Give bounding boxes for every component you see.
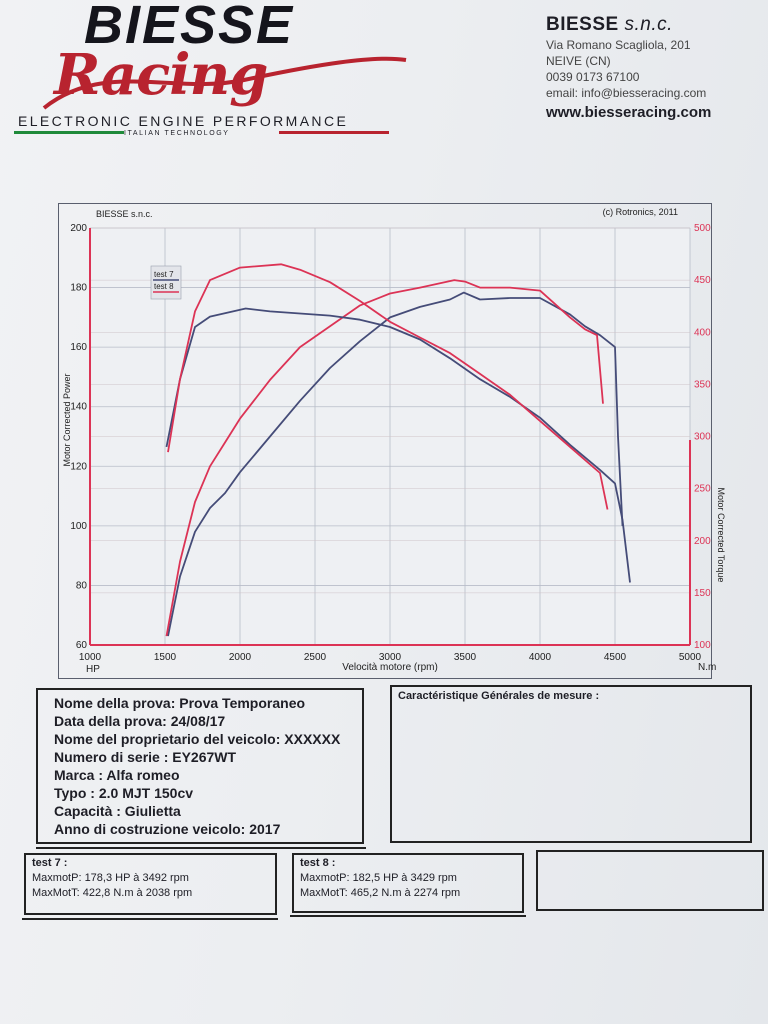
company-name-text: BIESSE — [546, 14, 619, 35]
legend-label: test 8 — [154, 282, 174, 291]
racing-swoosh-graphic — [14, 56, 407, 134]
y-right-tick-label: 400 — [694, 327, 711, 338]
company-website[interactable]: www.biesseracing.com — [546, 104, 712, 121]
info-row-serial: Numero di serie : EY267WT — [54, 749, 237, 765]
y-right-tick-label: 100 — [694, 640, 711, 651]
test-8-title: test 8 : — [300, 857, 336, 869]
brand-subtagline: ITALIAN TECHNOLOGY — [124, 130, 230, 137]
y-right-axis-title: Motor Corrected Torque — [716, 488, 726, 583]
characteristics-box: Caractéristique Générales de mesure : — [390, 685, 752, 843]
info-row-owner: Nome del proprietario del veicolo: XXXXX… — [54, 731, 341, 747]
x-tick-label: 1000 — [79, 652, 102, 663]
y-left-tick-label: 180 — [70, 283, 87, 294]
test-8-summary: test 8 : MaxmotP: 182,5 HP à 3429 rpm Ma… — [292, 853, 524, 913]
company-name: BIESSE s.n.c. — [546, 14, 756, 36]
chart-header-left: BIESSE s.n.c. — [96, 209, 153, 219]
y-left-tick-label: 160 — [70, 342, 87, 353]
info-box-underline — [36, 847, 366, 849]
y-right-tick-label: 500 — [694, 223, 711, 234]
dyno-chart: BIESSE s.n.c. (c) Rotronics, 2011 1000 1500… — [62, 207, 726, 675]
right-unit-label: N.m — [698, 662, 716, 673]
x-tick-label: 2500 — [304, 652, 327, 663]
test-8-max-torque: MaxMotT: 465,2 N.m à 2274 rpm — [300, 887, 461, 899]
biesse-racing-logo: BIESSE Racing ELECTRONIC ENGINE PERFORMA… — [14, 0, 414, 140]
series-line-test-8-power — [165, 279, 604, 637]
y-right-tick-label: 350 — [694, 379, 711, 390]
test-7-underline — [22, 918, 278, 920]
info-row-test-name: Nome della prova: Prova Temporaneo — [54, 695, 306, 711]
x-tick-label: 4000 — [529, 652, 552, 663]
y-right-tick-label: 450 — [694, 275, 711, 286]
chart-header-right: (c) Rotronics, 2011 — [603, 207, 678, 217]
info-row-type: Typo : 2.0 MJT 150cv — [54, 785, 194, 801]
x-tick-label: 3500 — [454, 652, 477, 663]
company-email[interactable]: email: info@biesseracing.com — [546, 86, 707, 100]
legend-box — [150, 265, 182, 300]
y-left-tick-label: 140 — [70, 402, 87, 413]
series-line-test-8-torque — [167, 263, 609, 510]
left-unit-label: HP — [86, 664, 100, 675]
y-left-tick-label: 200 — [70, 223, 87, 234]
x-tick-label: 1500 — [154, 652, 177, 663]
test-8-underline — [290, 915, 526, 917]
y-right-tick-label: 250 — [694, 484, 711, 495]
company-suffix: s.n.c. — [624, 14, 673, 35]
y-right-tick-label: 150 — [694, 588, 711, 599]
y-left-tick-label: 80 — [76, 580, 88, 591]
y-right-tick-label: 200 — [694, 536, 711, 547]
y-left-tick-label: 60 — [76, 640, 88, 651]
test-7-max-power: MaxmotP: 178,3 HP à 3492 rpm — [32, 872, 189, 884]
y-left-axis-title: Motor Corrected Power — [62, 373, 72, 466]
test-8-max-power: MaxmotP: 182,5 HP à 3429 rpm — [300, 872, 457, 884]
company-city: NEIVE (CN) — [546, 54, 611, 68]
test-7-title: test 7 : — [32, 857, 68, 869]
series-line-test-7-power — [167, 291, 624, 637]
x-tick-label: 2000 — [229, 652, 252, 663]
empty-test-box — [536, 850, 764, 911]
vehicle-info-box: Nome della prova: Prova Temporaneo Data … — [36, 688, 364, 844]
brand-tagline: ELECTRONIC ENGINE PERFORMANCE — [18, 113, 349, 129]
x-tick-label: 3000 — [379, 652, 402, 663]
y-right-tick-label: 300 — [694, 432, 711, 443]
x-axis-title: Velocità motore (rpm) — [342, 662, 438, 673]
brand-script: Racing — [54, 42, 268, 108]
company-phone: 0039 0173 67100 — [546, 70, 640, 84]
test-7-summary: test 7 : MaxmotP: 178,3 HP à 3492 rpm Ma… — [24, 853, 277, 915]
test-7-max-torque: MaxMotT: 422,8 N.m à 2038 rpm — [32, 887, 193, 899]
characteristics-title: Caractéristique Générales de mesure : — [398, 690, 600, 702]
x-tick-label: 5000 — [679, 652, 702, 663]
x-tick-label: 4500 — [604, 652, 627, 663]
company-address: Via Romano Scagliola, 201 — [546, 38, 691, 52]
brand-title: BIESSE — [84, 0, 295, 55]
legend-label: test 7 — [154, 270, 174, 279]
company-block: BIESSE s.n.c. Via Romano Scagliola, 201 … — [546, 14, 756, 121]
series-line-test-7-torque — [165, 307, 631, 583]
y-left-tick-label: 100 — [70, 521, 87, 532]
info-row-test-date: Data della prova: 24/08/17 — [54, 713, 226, 729]
info-row-year: Anno di costruzione veicolo: 2017 — [54, 821, 281, 837]
y-left-tick-label: 120 — [70, 461, 87, 472]
info-row-make: Marca : Alfa romeo — [54, 767, 180, 783]
info-row-capacity: Capacità : Giulietta — [54, 803, 181, 819]
chart-frame — [58, 203, 712, 679]
